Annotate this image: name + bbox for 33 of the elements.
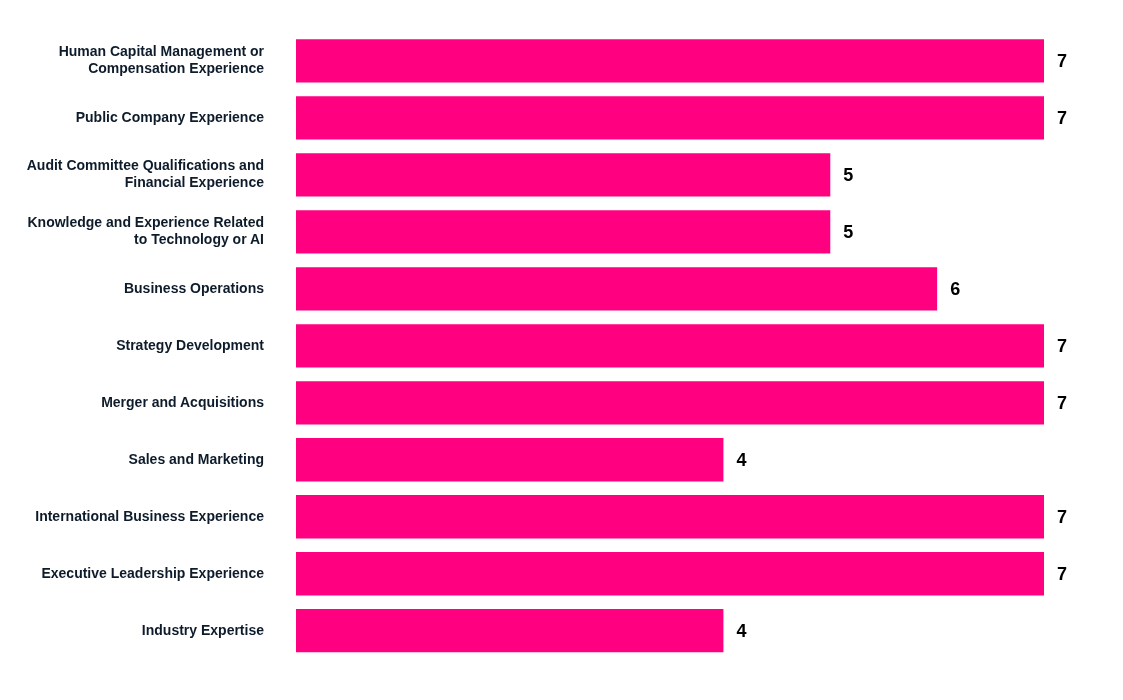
data-label: 7 bbox=[1057, 506, 1068, 527]
data-label: 4 bbox=[736, 449, 747, 470]
bar bbox=[296, 96, 1044, 140]
bar bbox=[296, 267, 938, 311]
bar bbox=[296, 39, 1044, 83]
data-label: 7 bbox=[1057, 563, 1068, 584]
data-label: 7 bbox=[1057, 50, 1068, 71]
y-tick-label: Strategy Development bbox=[116, 336, 265, 353]
y-tick-label: Merger and Acquisitions bbox=[101, 393, 265, 410]
y-tick-label: Industry Expertise bbox=[141, 621, 265, 638]
y-tick-label: Public Company Experience bbox=[75, 108, 265, 125]
y-tick-label: Executive Leadership Experience bbox=[41, 564, 265, 581]
y-tick-label: Knowledge and Experience Related to Technology or AI bbox=[27, 214, 264, 248]
data-label: 5 bbox=[843, 221, 854, 242]
y-tick-label: Human Capital Management or Compensation Experience bbox=[58, 43, 265, 77]
bar bbox=[296, 381, 1044, 425]
bar bbox=[296, 324, 1044, 368]
bar bbox=[296, 609, 724, 653]
bar bbox=[296, 438, 724, 482]
bar bbox=[296, 153, 831, 197]
data-label: 5 bbox=[843, 164, 854, 185]
y-tick-label: International Business Experience bbox=[35, 507, 265, 524]
bar bbox=[296, 495, 1044, 539]
y-tick-label: Audit Committee Qualifications and Financial Experience bbox=[26, 157, 265, 191]
bar bbox=[296, 552, 1044, 596]
data-label: 4 bbox=[736, 620, 747, 641]
y-tick-label: Business Operations bbox=[123, 279, 265, 296]
bar bbox=[296, 210, 831, 254]
data-label: 7 bbox=[1057, 107, 1068, 128]
y-tick-label: Sales and Marketing bbox=[128, 450, 264, 467]
data-label: 6 bbox=[950, 278, 961, 299]
data-label: 7 bbox=[1057, 392, 1068, 413]
data-label: 7 bbox=[1057, 335, 1068, 356]
